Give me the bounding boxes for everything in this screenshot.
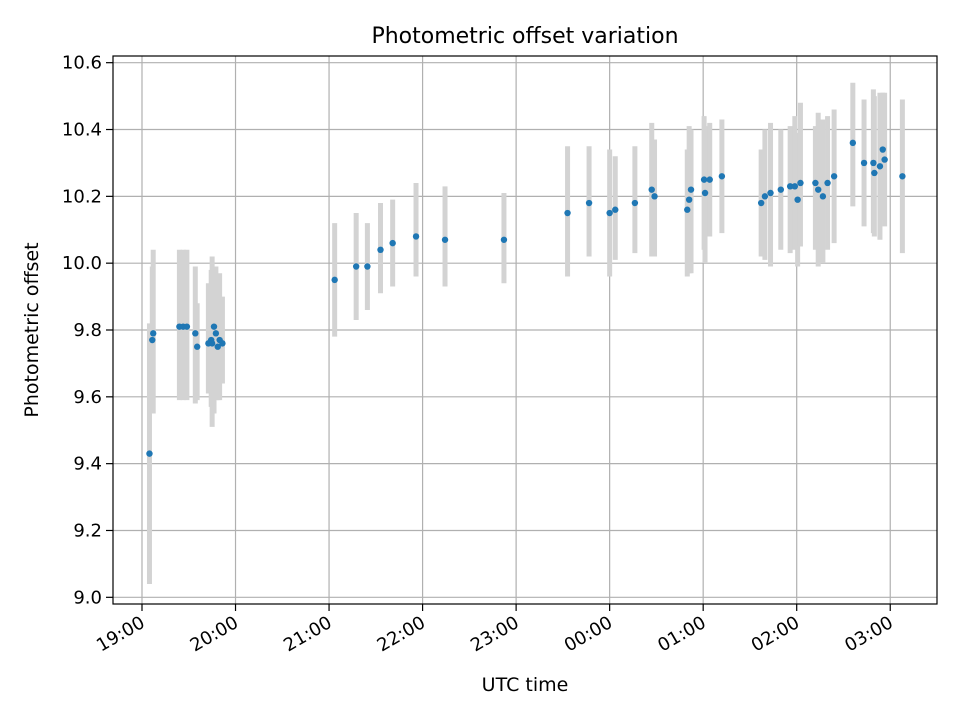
y-tick-label: 10.2	[62, 186, 102, 207]
data-point	[214, 343, 221, 350]
data-point	[706, 176, 713, 183]
data-point	[208, 340, 216, 347]
data-point	[331, 276, 338, 284]
data-point	[870, 159, 877, 167]
y-tick-label: 10.0	[62, 253, 102, 274]
data-point	[441, 236, 449, 243]
data-point	[815, 186, 822, 193]
data-point	[149, 336, 156, 344]
data-point	[791, 183, 799, 190]
data-point	[794, 196, 801, 203]
data-point	[881, 156, 888, 163]
data-point	[879, 146, 886, 153]
data-point	[849, 139, 857, 147]
grid	[113, 56, 937, 604]
data-point	[412, 233, 420, 240]
data-point	[830, 173, 838, 180]
data-point	[860, 159, 868, 167]
data-point	[150, 330, 157, 337]
data-point	[871, 169, 878, 177]
data-point	[389, 239, 396, 247]
data-point	[377, 246, 384, 254]
data-point	[687, 186, 695, 193]
data-point	[146, 450, 153, 457]
data-point	[648, 186, 655, 193]
data-point	[352, 263, 360, 270]
data-point	[757, 199, 765, 207]
y-tick-label: 9.8	[73, 320, 102, 341]
y-tick-label: 9.0	[73, 587, 102, 608]
data-point	[812, 179, 819, 187]
data-point	[585, 199, 593, 207]
data-point	[500, 236, 508, 243]
y-tick-label: 9.4	[73, 454, 102, 475]
data-point	[819, 193, 827, 200]
data-point	[183, 323, 191, 330]
data-point	[718, 173, 726, 180]
data-point	[651, 193, 658, 200]
data-point	[219, 340, 226, 347]
data-point	[364, 263, 371, 270]
data-point	[606, 209, 613, 217]
data-points	[146, 139, 906, 457]
data-point	[564, 209, 571, 217]
data-point	[824, 179, 831, 187]
data-point	[685, 196, 693, 203]
data-point	[701, 189, 709, 197]
data-point	[876, 163, 884, 170]
data-point	[193, 343, 201, 350]
data-point	[631, 199, 639, 207]
data-point	[210, 323, 218, 330]
data-point	[786, 183, 794, 190]
y-tick-label: 10.6	[62, 53, 102, 74]
y-tick-label: 10.4	[62, 120, 102, 141]
data-point	[899, 173, 906, 180]
x-axis-title: UTC time	[482, 674, 569, 696]
y-tick-label: 9.6	[73, 387, 102, 408]
data-point	[684, 206, 691, 213]
data-point	[700, 176, 708, 183]
y-axis-ticks: 9.0 9.2 9.4 9.6 9.8 10.0 10.2 10.4 10.6	[62, 53, 113, 608]
chart-title: Photometric offset variation	[371, 24, 678, 49]
y-axis-title: Photometric offset	[21, 242, 43, 417]
data-point	[612, 206, 619, 213]
data-point	[192, 330, 199, 337]
data-point	[777, 186, 785, 193]
data-point	[797, 179, 804, 187]
y-tick-label: 9.2	[73, 520, 102, 541]
data-point	[761, 193, 769, 200]
data-point	[767, 189, 774, 197]
data-point	[212, 330, 220, 337]
